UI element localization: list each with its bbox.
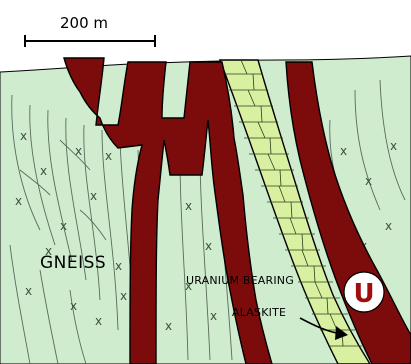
svg-text:x: x [105,149,112,163]
svg-text:x: x [60,219,67,233]
svg-text:x: x [25,284,32,298]
uranium-symbol-icon: U [343,271,385,313]
pointer-arrow-icon [299,317,348,340]
svg-text:x: x [20,129,27,143]
ore-label-line2: ALASKITE [232,306,286,319]
svg-text:x: x [210,309,217,323]
svg-text:x: x [115,259,122,273]
svg-text:x: x [205,239,212,253]
svg-text:x: x [15,194,22,208]
svg-text:x: x [390,139,397,153]
svg-text:x: x [185,199,192,213]
svg-text:x: x [185,279,192,293]
svg-text:x: x [70,299,77,313]
svg-text:x: x [95,314,102,328]
marble-band [218,59,371,364]
svg-text:x: x [385,219,392,233]
scale-bar-icon [24,35,156,47]
svg-text:U: U [353,279,374,309]
ore-label-line1: URANIUM BEARING [186,274,294,287]
svg-text:x: x [45,244,52,258]
gneiss-label: GNEISS [40,253,106,273]
svg-text:x: x [75,144,82,158]
svg-text:x: x [90,189,97,203]
svg-text:x: x [40,164,47,178]
svg-text:x: x [120,289,127,303]
alaskite-dike-main [63,57,273,364]
svg-text:x: x [340,144,347,158]
svg-text:x: x [165,319,172,333]
scale-bar-label: 200 m [60,14,108,32]
svg-text:x: x [365,174,372,188]
